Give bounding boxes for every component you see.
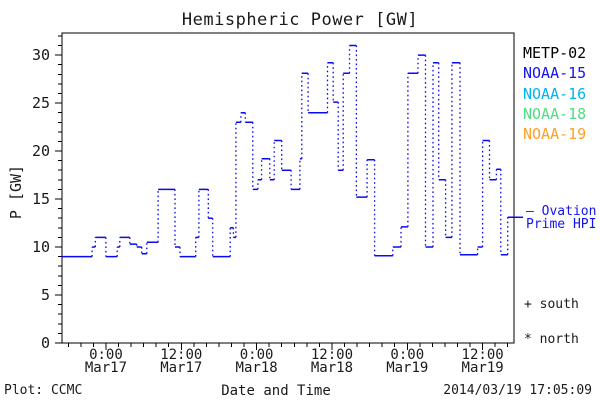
x-tick-label: 0:00 Mar18 [219,347,295,376]
x-tick-date: Mar19 [461,359,504,376]
x-tick-label: 12:00 Mar19 [445,347,521,376]
timestamp: 2014/03/19 17:05:09 [443,383,592,398]
legend-item-noaa-19: NOAA-19 [523,125,587,144]
x-tick-time: 0:00 [390,347,425,363]
x-tick-date: Mar17 [160,359,203,376]
y-tick-label: 25 [31,93,50,112]
y-tick-label: 15 [31,189,50,208]
plot-credit: Plot: CCMC [4,383,83,398]
x-tick-label: 0:00 Mar17 [68,347,144,376]
y-axis-title: P [GW] [7,164,25,220]
x-axis-ticks [67,343,509,350]
axes-frame [61,32,515,344]
ovation-prime-hpi-label: — Ovation Prime HPI [526,204,597,232]
chart-title: Hemispheric Power [GW] [181,10,419,30]
legend-item-noaa-15: NOAA-15 [523,64,587,83]
x-tick-date: Mar17 [84,359,128,376]
x-tick-date: Mar19 [386,359,429,376]
legend-item-metp-02: METP-02 [523,44,587,62]
ovation-label-line2: Prime HPI [526,216,597,232]
x-tick-date: Mar18 [235,359,278,376]
legend-item-noaa-16: NOAA-16 [523,84,587,103]
hpi-line-dotted-connectors [91,45,509,257]
y-axis-ticks [55,35,62,344]
legend-item-noaa-18: NOAA-18 [523,104,587,123]
x-tick-time: 0:00 [89,347,123,363]
x-tick-label: 12:00 Mar17 [143,347,219,376]
ovation-label-line1: — Ovation [526,204,597,219]
satellite-legend: METP-02 NOAA-15 NOAA-16 NOAA-18 NOAA-19 [523,43,586,144]
x-tick-time: 12:00 [461,347,504,363]
x-axis-title: Date and Time [221,383,331,399]
y-tick-label: 5 [40,285,50,304]
y-tick-label: 0 [40,333,50,352]
x-tick-label: 12:00 Mar18 [294,347,370,376]
x-tick-time: 12:00 [310,347,354,363]
north-marker-label: * north [524,332,579,347]
y-tick-label: 30 [31,45,50,64]
x-tick-date: Mar18 [310,359,354,376]
x-tick-time: 12:00 [160,347,203,363]
y-tick-label: 10 [31,237,50,256]
south-marker-label: + south [524,297,579,312]
x-tick-label: 0:00 Mar19 [369,347,445,376]
y-tick-label: 20 [31,141,50,160]
x-tick-time: 0:00 [239,347,274,363]
hpi-line-horizontal-segments [62,44,514,258]
